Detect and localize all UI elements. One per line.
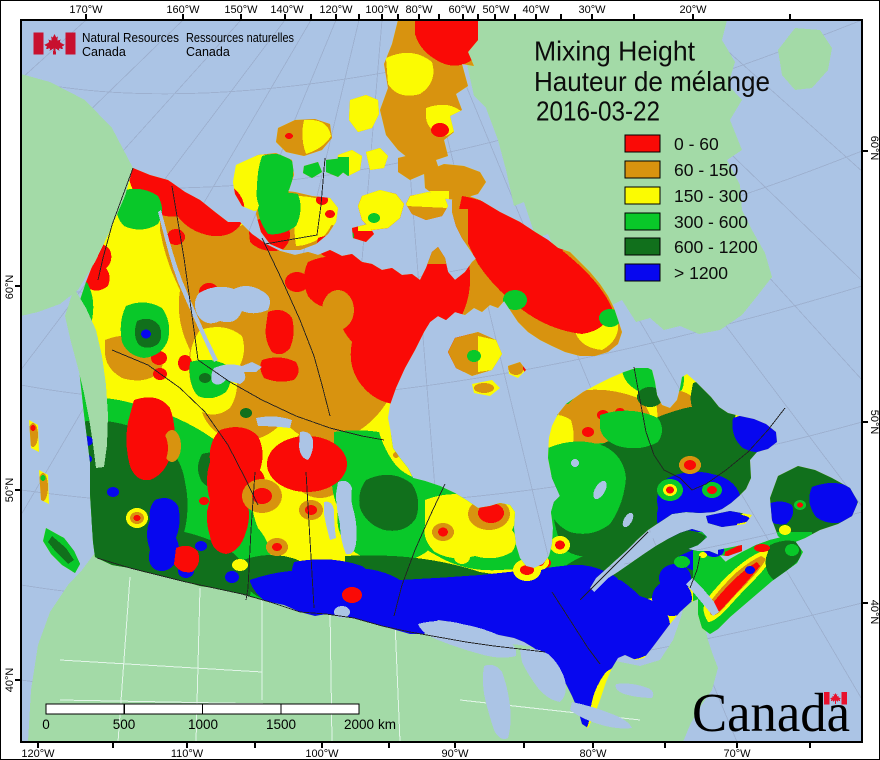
svg-text:2016-03-22: 2016-03-22 [536, 96, 660, 127]
svg-text:150°W: 150°W [224, 4, 258, 16]
svg-text:40°N: 40°N [868, 600, 880, 625]
svg-text:70°W: 70°W [723, 748, 751, 760]
svg-text:60 - 150: 60 - 150 [674, 160, 738, 180]
svg-text:Ressources naturelles: Ressources naturelles [186, 31, 294, 45]
svg-text:80°W: 80°W [579, 748, 607, 760]
svg-text:50°W: 50°W [482, 4, 510, 16]
svg-text:90°W: 90°W [441, 748, 469, 760]
svg-text:Canada: Canada [82, 45, 126, 59]
svg-text:Natural Resources: Natural Resources [82, 31, 179, 45]
svg-text:120°W: 120°W [21, 748, 55, 760]
svg-text:60°W: 60°W [448, 4, 476, 16]
svg-text:50°N: 50°N [868, 410, 880, 435]
svg-text:150 - 300: 150 - 300 [674, 186, 748, 206]
svg-text:1000: 1000 [188, 717, 218, 732]
svg-text:Hauteur de mélange: Hauteur de mélange [534, 66, 770, 97]
svg-text:60°N: 60°N [868, 136, 880, 161]
svg-text:170°W: 170°W [69, 4, 103, 16]
svg-text:50°N: 50°N [4, 478, 16, 503]
svg-text:Canada: Canada [186, 45, 230, 59]
svg-text:2000: 2000 [344, 717, 374, 732]
svg-text:500: 500 [113, 717, 136, 732]
svg-text:> 1200: > 1200 [674, 263, 728, 283]
svg-text:100°W: 100°W [365, 4, 399, 16]
svg-text:km: km [378, 717, 396, 732]
svg-text:160°W: 160°W [166, 4, 200, 16]
svg-text:Canada: Canada [692, 682, 850, 743]
svg-text:120°W: 120°W [319, 4, 353, 16]
svg-text:60°N: 60°N [4, 275, 16, 300]
svg-text:600 - 1200: 600 - 1200 [674, 237, 758, 257]
svg-text:80°W: 80°W [405, 4, 433, 16]
svg-text:40°W: 40°W [522, 4, 550, 16]
svg-text:110°W: 110°W [171, 748, 204, 760]
svg-text:300 - 600: 300 - 600 [674, 212, 748, 232]
svg-text:30°W: 30°W [578, 4, 606, 16]
svg-text:140°W: 140°W [270, 4, 304, 16]
svg-text:0: 0 [42, 717, 50, 732]
svg-text:20°W: 20°W [679, 4, 707, 16]
svg-text:40°N: 40°N [4, 668, 16, 693]
svg-text:Mixing Height: Mixing Height [534, 36, 695, 67]
svg-text:100°W: 100°W [305, 748, 339, 760]
svg-text:0 - 60: 0 - 60 [674, 134, 719, 154]
svg-text:1500: 1500 [266, 717, 296, 732]
